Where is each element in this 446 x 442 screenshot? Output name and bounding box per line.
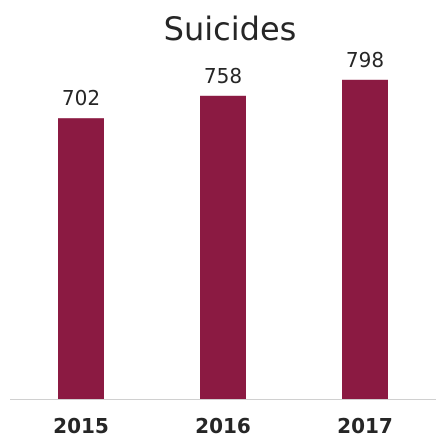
tick-label-2017: 2017	[337, 414, 393, 438]
data-labels-group: 702 758 798	[62, 48, 384, 110]
bars-group	[58, 79, 388, 400]
chart-title: Suicides	[164, 10, 297, 48]
data-label-2017: 798	[346, 48, 384, 72]
tick-label-2016: 2016	[195, 414, 251, 438]
data-label-2015: 702	[62, 86, 100, 110]
tick-labels-group: 2015 2016 2017	[53, 414, 393, 438]
bar-2017	[342, 79, 388, 400]
bar-2016	[200, 95, 246, 400]
bar-2015	[58, 118, 104, 399]
tick-label-2015: 2015	[53, 414, 109, 438]
data-label-2016: 758	[204, 64, 242, 88]
